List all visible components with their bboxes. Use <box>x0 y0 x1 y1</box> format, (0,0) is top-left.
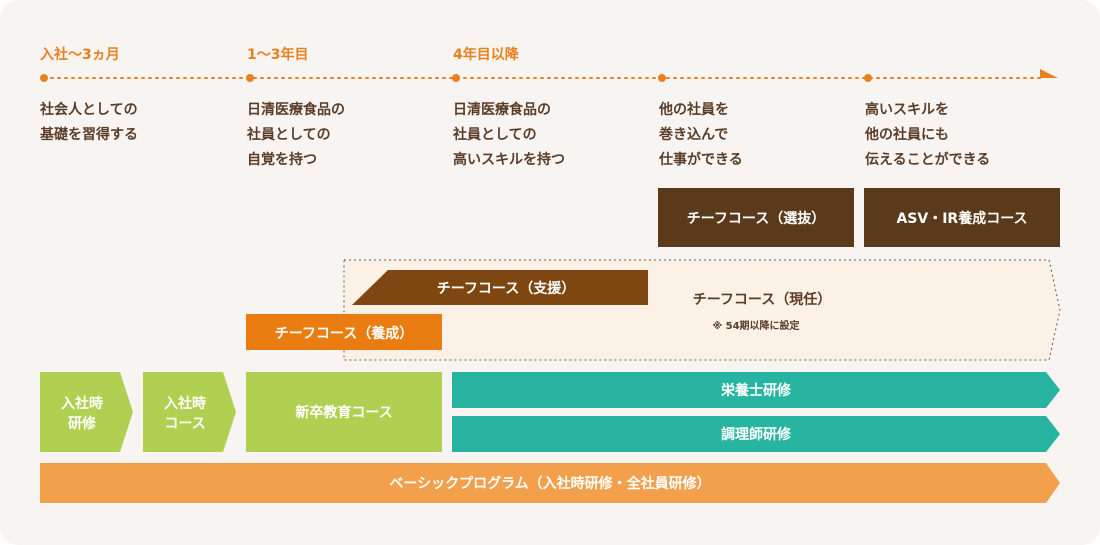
chief-current-note: ※ 54期以降に設定 <box>712 319 799 332</box>
phase-label-2: 1〜3年目 <box>247 47 309 63</box>
chief-selection-label: チーフコース（選抜） <box>687 210 825 227</box>
goal-4: 他の社員を 巻き込んで 仕事ができる <box>659 98 743 173</box>
entry-course-label-1: 入社時 <box>164 395 206 412</box>
goal-3-line-2: 社員としての <box>453 127 537 143</box>
timeline-arrowhead <box>1040 69 1058 78</box>
new-grad-label: 新卒教育コース <box>295 404 392 421</box>
goal-1: 社会人としての 基礎を習得する <box>40 98 138 148</box>
entry-course-arrow <box>143 372 236 452</box>
goal-3: 日清医療食品の 社員としての 高いスキルを持つ <box>453 98 565 173</box>
entry-course-label-2: コース <box>164 416 205 432</box>
timeline-dot-2 <box>246 74 254 82</box>
cook-arrow <box>452 416 1060 452</box>
goal-1-line-1: 社会人としての <box>40 102 138 118</box>
asv-ir-label: ASV・IR養成コース <box>896 210 1027 227</box>
asv-ir-box <box>864 188 1060 247</box>
goal-2-line-2: 社員としての <box>247 127 331 143</box>
entry-training-arrow <box>40 372 133 452</box>
goal-5: 高いスキルを 他の社員にも 伝えることができる <box>865 98 990 173</box>
goal-4-line-2: 巻き込んで <box>659 127 729 143</box>
dietitian-label: 栄養士研修 <box>720 382 792 399</box>
chief-training-box <box>246 314 442 350</box>
chief-support-box <box>352 270 648 305</box>
entry-training-label-1: 入社時 <box>61 395 103 412</box>
goal-4-line-1: 他の社員を <box>659 102 729 118</box>
goal-1-line-2: 基礎を習得する <box>40 127 138 143</box>
dietitian-arrow <box>452 372 1060 408</box>
timeline-dot-3 <box>452 74 460 82</box>
goal-3-line-1: 日清医療食品の <box>453 102 551 118</box>
phase-label-1: 入社〜3ヵ月 <box>40 47 120 63</box>
goal-5-line-1: 高いスキルを <box>865 102 949 118</box>
chief-current-label: チーフコース（現任） <box>693 291 831 308</box>
phase-label-3: 4年目以降 <box>453 47 519 63</box>
entry-training-label-2: 研修 <box>68 415 97 432</box>
chief-support-label: チーフコース（支援） <box>437 280 575 297</box>
new-grad-box <box>246 372 442 452</box>
timeline-dot-1 <box>40 74 48 82</box>
goal-2: 日清医療食品の 社員としての 自覚を持つ <box>247 98 345 173</box>
goal-5-line-3: 伝えることができる <box>865 152 991 168</box>
goal-5-line-2: 他の社員にも <box>865 127 949 143</box>
goal-4-line-3: 仕事ができる <box>659 152 743 168</box>
goal-2-line-3: 自覚を持つ <box>247 152 317 168</box>
chief-training-label: チーフコース（養成） <box>275 325 413 342</box>
goal-2-line-1: 日清医療食品の <box>247 102 345 118</box>
goal-3-line-3: 高いスキルを持つ <box>453 152 565 168</box>
timeline-dot-4 <box>658 74 666 82</box>
timeline-dot-5 <box>864 74 872 82</box>
chief-selection-box <box>658 188 854 247</box>
basic-program-arrow <box>40 463 1060 503</box>
basic-program-label: ベーシックプログラム（入社時研修・全社員研修） <box>389 475 710 492</box>
cook-label: 調理師研修 <box>721 426 792 443</box>
